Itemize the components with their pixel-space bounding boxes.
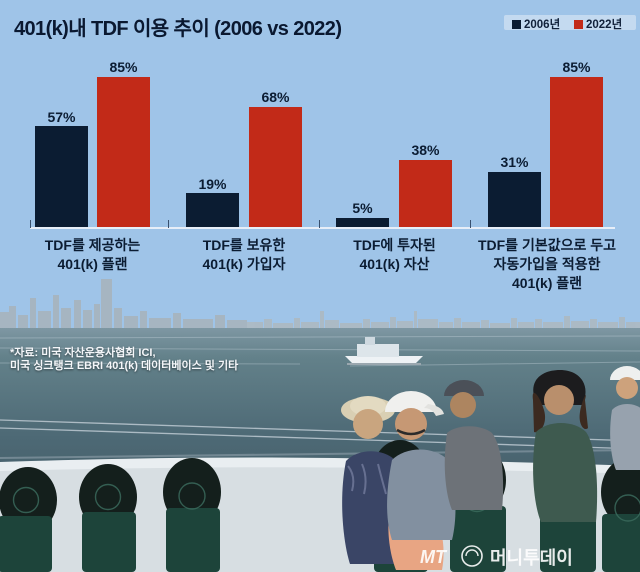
- svg-text:머니투데이: 머니투데이: [490, 548, 573, 568]
- svg-text:MT: MT: [420, 547, 448, 567]
